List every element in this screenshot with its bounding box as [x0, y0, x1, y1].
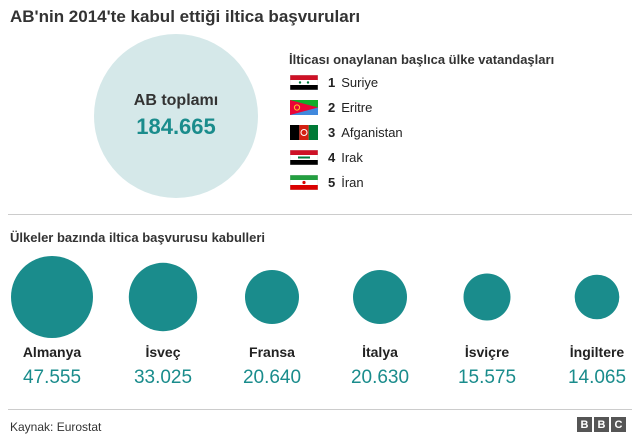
country-bubble	[353, 270, 407, 324]
country-rank: 2	[328, 100, 336, 115]
country-label: İsveç	[145, 344, 180, 360]
country-bubble	[463, 273, 511, 321]
country-value: 15.575	[458, 367, 516, 388]
bbc-logo-block: B	[577, 417, 592, 432]
country-bubble	[245, 270, 299, 324]
country-value: 47.555	[23, 367, 81, 388]
country-label: İtalya	[362, 344, 398, 360]
country-name: İran	[341, 175, 364, 190]
country-rank: 3	[328, 125, 336, 140]
afghanistan-flag-icon	[290, 125, 318, 140]
country-name: Suriye	[341, 75, 379, 90]
country-bubble-chart: Almanya 47.555 İsveç 33.025 Fransa 20.640 İtal…	[11, 256, 626, 388]
top-country-row: 2 Eritre	[290, 95, 403, 120]
country-rank: 1	[328, 75, 336, 90]
country-bubble	[574, 274, 620, 320]
eu-total-label: AB toplamı	[133, 92, 219, 109]
country-rank: 4	[328, 150, 336, 165]
country-value: 33.025	[134, 367, 192, 388]
country-label: İsviçre	[465, 344, 510, 360]
chart-title: AB'nin 2014'te kabul ettiği iltica başvu…	[10, 7, 361, 26]
top-countries-title: İlticası onaylanan başlıca ülke vatandaş…	[289, 52, 555, 67]
bbc-logo-block: C	[611, 417, 626, 432]
country-label: Fransa	[249, 344, 295, 360]
bbc-logo: B B C	[575, 417, 626, 432]
iran-flag-icon	[290, 175, 318, 190]
country-label: Almanya	[23, 344, 82, 360]
eu-total-circle: AB toplamı 184.665	[94, 34, 258, 198]
top-countries-list: 1 Suriye 2 Eritre 3 Afganistan 4	[290, 70, 403, 195]
iraq-flag-icon	[290, 150, 318, 165]
eritrea-flag-icon	[290, 100, 318, 115]
country-bubble	[128, 262, 198, 332]
eu-total-value: 184.665	[136, 114, 216, 139]
footer-divider	[8, 409, 632, 410]
top-country-row: 4 Irak	[290, 145, 403, 170]
top-country-row: 5 İran	[290, 170, 403, 195]
bbc-logo-block: B	[594, 417, 609, 432]
section-divider	[8, 214, 632, 215]
source-note: Kaynak: Eurostat	[10, 420, 102, 434]
country-name: Afganistan	[341, 125, 403, 140]
country-rank: 5	[328, 175, 336, 190]
top-country-row: 3 Afganistan	[290, 120, 403, 145]
country-label: İngiltere	[570, 344, 625, 360]
syria-flag-icon	[290, 75, 318, 90]
country-bubble	[11, 256, 93, 338]
country-name: Eritre	[341, 100, 373, 115]
section-title: Ülkeler bazında iltica başvurusu kabulle…	[10, 230, 266, 245]
country-value: 20.640	[243, 367, 301, 388]
country-name: Irak	[341, 150, 363, 165]
country-value: 20.630	[351, 367, 409, 388]
country-value: 14.065	[568, 367, 626, 388]
top-country-row: 1 Suriye	[290, 70, 403, 95]
